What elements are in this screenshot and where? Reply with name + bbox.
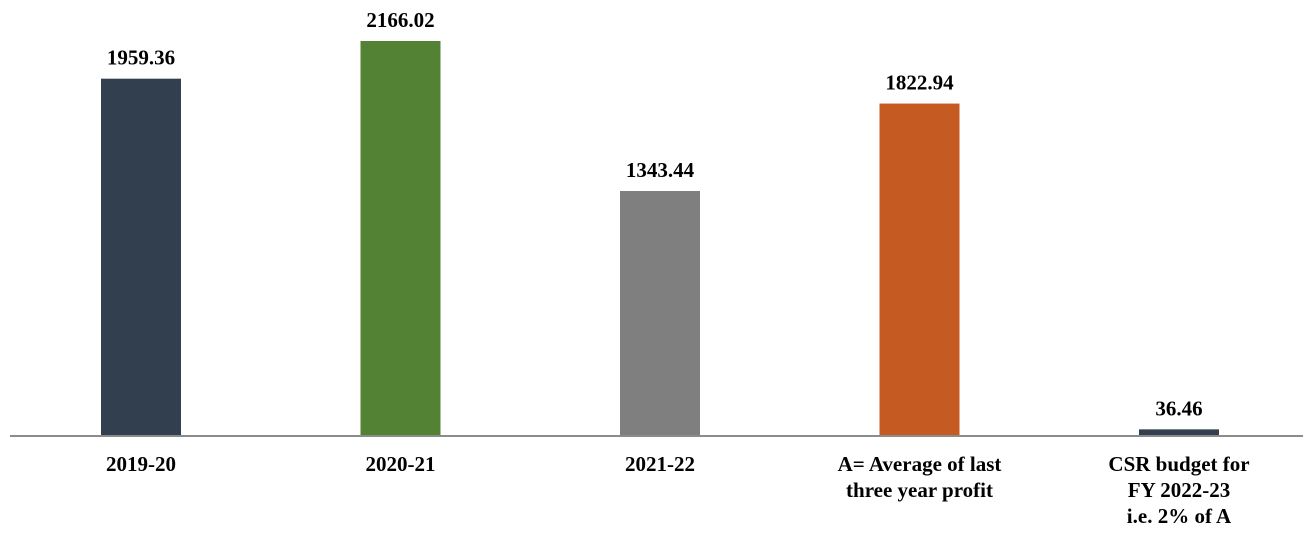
bar-2: [620, 191, 700, 436]
category-label-2: 2021-22: [625, 452, 695, 476]
category-label-line: 2020-21: [366, 452, 436, 476]
category-label-line: FY 2022-23: [1128, 478, 1230, 502]
category-label-0: 2019-20: [106, 452, 176, 476]
category-label-3: A= Average of last three year profit: [838, 452, 1002, 502]
value-label-4: 36.46: [1155, 396, 1202, 420]
bar-4: [1139, 429, 1219, 436]
category-label-4: CSR budget for FY 2022-23 i.e. 2% of A: [1108, 452, 1249, 528]
bar-0: [101, 78, 181, 437]
category-label-line: i.e. 2% of A: [1127, 504, 1232, 528]
value-label-1: 2166.02: [366, 8, 434, 32]
value-label-2: 1343.44: [626, 158, 695, 182]
category-label-line: three year profit: [846, 478, 993, 502]
bar-1: [360, 41, 441, 436]
category-labels-group: 2019-20 2020-21 2021-22 A= Average of last t…: [106, 452, 1250, 528]
bar-3: [879, 103, 960, 437]
value-label-3: 1822.94: [885, 71, 954, 95]
category-label-1: 2020-21: [366, 452, 436, 476]
category-label-line: 2019-20: [106, 452, 176, 476]
bars-group: [101, 41, 1219, 437]
category-label-line: 2021-22: [625, 452, 695, 476]
category-label-line: CSR budget for: [1108, 452, 1249, 476]
value-labels-group: 1959.36 2166.02 1343.44 1822.94 36.46: [107, 8, 1203, 420]
value-label-0: 1959.36: [107, 46, 175, 70]
category-label-line: A= Average of last: [838, 452, 1002, 476]
